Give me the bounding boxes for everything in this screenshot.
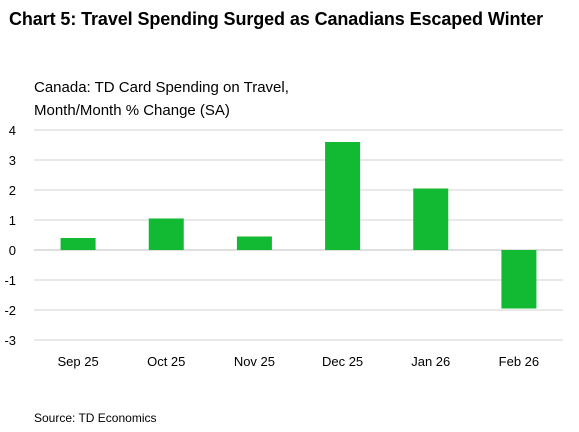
x-axis-tick-labels: Sep 25 Oct 25 Nov 25 Dec 25 Jan 26 Feb 26	[57, 354, 539, 369]
x-tick-label: Nov 25	[234, 354, 275, 369]
y-tick-label: 0	[9, 243, 16, 258]
gridlines	[34, 129, 563, 341]
bars	[60, 142, 537, 309]
chart-source-note: Source: TD Economics	[34, 411, 157, 425]
y-axis-tick-labels: 4 3 2 1 0 -1 -2 -3	[4, 123, 16, 348]
chart-subtitle-line-2: Month/Month % Change (SA)	[34, 102, 230, 119]
x-tick-label: Oct 25	[147, 354, 185, 369]
chart-subtitle: Canada: TD Card Spending on Travel, Mont…	[34, 76, 454, 122]
y-tick-label: 3	[9, 153, 16, 168]
x-tick-label: Jan 26	[411, 354, 450, 369]
y-tick-label: 2	[9, 183, 16, 198]
bar	[413, 188, 449, 250]
x-tick-label: Sep 25	[57, 354, 98, 369]
bar	[60, 238, 96, 250]
y-tick-label: -3	[4, 333, 16, 348]
y-tick-label: -2	[4, 303, 16, 318]
x-tick-label: Feb 26	[499, 354, 539, 369]
bar	[501, 250, 537, 309]
chart-subtitle-line-1: Canada: TD Card Spending on Travel,	[34, 79, 289, 96]
chart-title: Chart 5: Travel Spending Surged as Canad…	[9, 9, 544, 29]
y-tick-label: 4	[9, 123, 16, 138]
y-tick-label: -1	[4, 273, 16, 288]
bar	[236, 236, 272, 250]
x-tick-label: Dec 25	[322, 354, 363, 369]
bar	[148, 218, 184, 250]
bar	[325, 142, 361, 250]
y-tick-label: 1	[9, 213, 16, 228]
